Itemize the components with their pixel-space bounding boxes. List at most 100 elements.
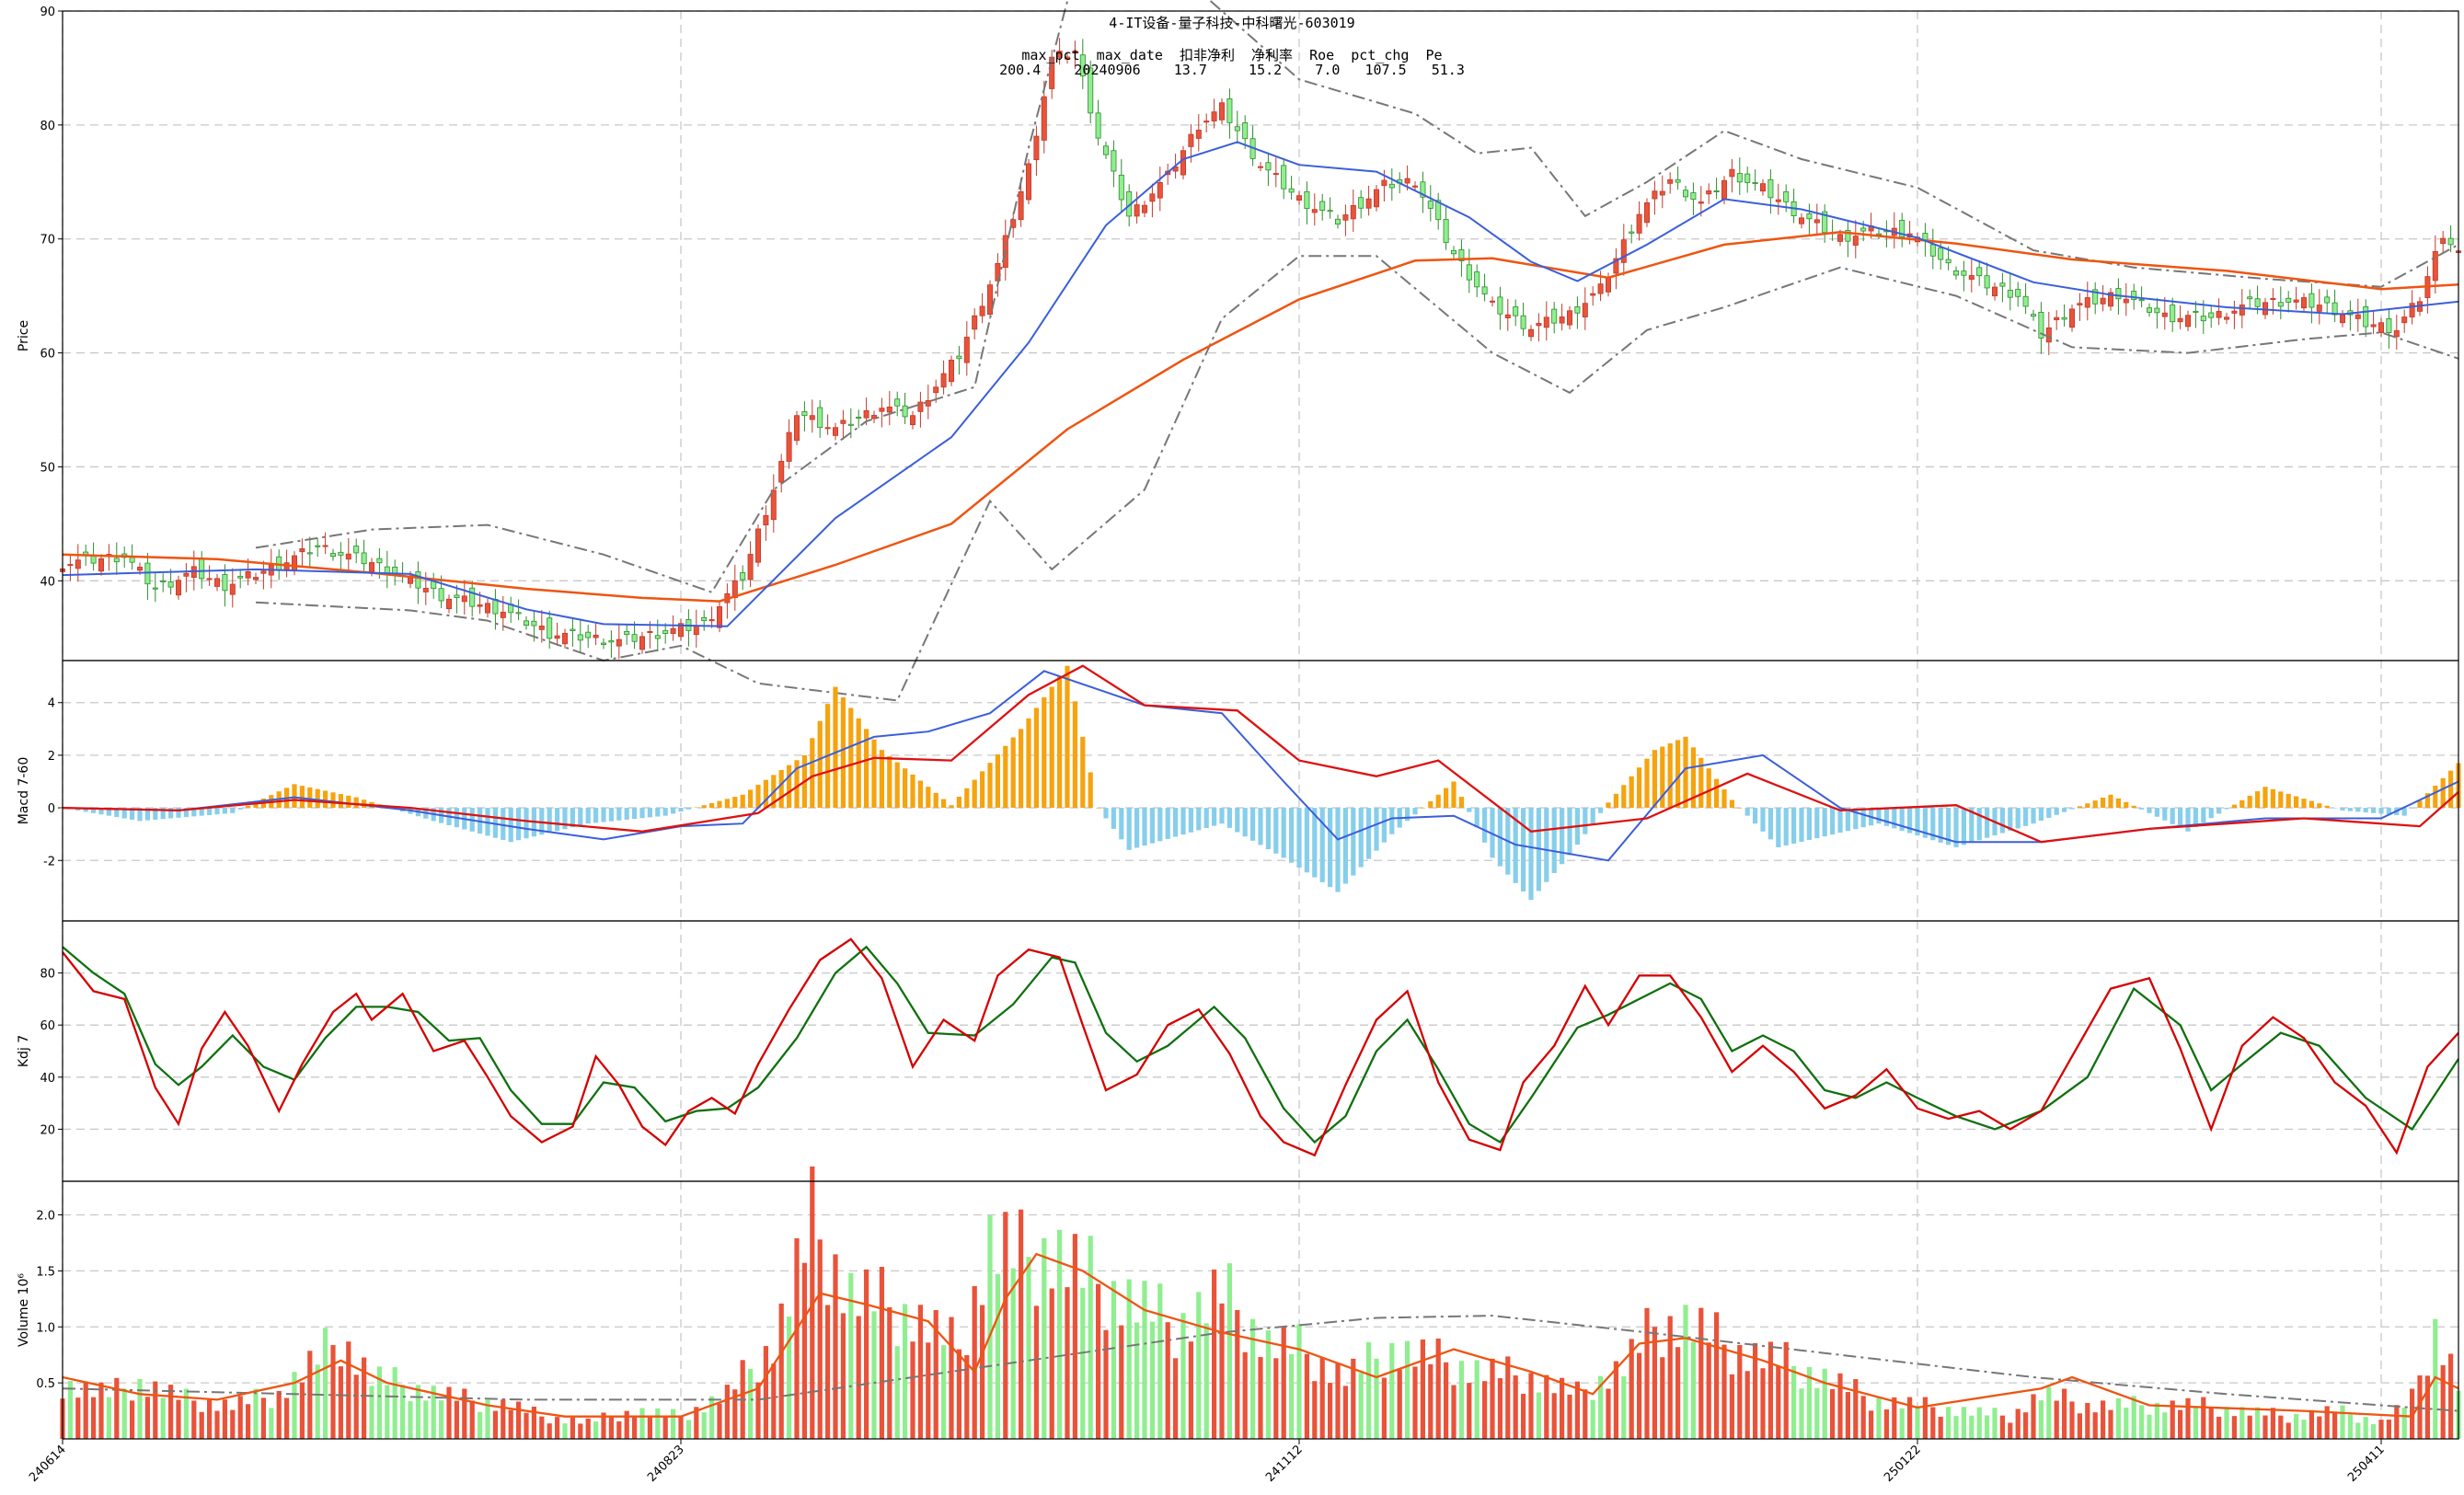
candle: [531, 620, 537, 627]
macd-histogram-bar: [1412, 808, 1418, 815]
macd-histogram-bar: [670, 808, 676, 814]
macd-histogram-bar: [1721, 789, 1727, 809]
candle: [2030, 314, 2037, 317]
candle: [477, 604, 483, 607]
candle: [1652, 190, 1658, 200]
volume-bar: [1953, 1416, 1959, 1439]
macd-histogram-bar: [2108, 794, 2113, 809]
candle: [175, 580, 182, 596]
volume-bar: [1583, 1389, 1588, 1439]
candle: [925, 399, 931, 407]
volume-bar: [926, 1342, 931, 1439]
volume-bar: [2347, 1414, 2354, 1439]
macd-histogram-bar: [176, 808, 181, 818]
macd-histogram-bar: [2147, 808, 2152, 813]
volume-bar: [1065, 1287, 1070, 1439]
volume-bar: [570, 1417, 576, 1439]
macd-histogram-bar: [2162, 808, 2168, 821]
y-axis-label: Volume 10⁶: [17, 1273, 31, 1347]
volume-bar: [129, 1400, 135, 1439]
candle: [1056, 51, 1063, 58]
candle: [1450, 249, 1457, 255]
macd-histogram-bar: [98, 808, 104, 815]
volume-bar: [353, 1374, 359, 1439]
candle: [2440, 237, 2447, 245]
macd-histogram-bar: [2046, 808, 2052, 818]
candle: [2332, 302, 2338, 316]
volume-bar: [153, 1381, 158, 1439]
macd-histogram-bar: [956, 797, 962, 809]
volume-bar: [1760, 1368, 1766, 1439]
candle: [1411, 185, 1419, 188]
candle: [1358, 197, 1364, 209]
macd-histogram-bar: [1683, 736, 1688, 809]
candle: [948, 360, 955, 383]
volume-bar: [794, 1237, 800, 1439]
candle: [1582, 303, 1588, 317]
volume-bar: [1551, 1393, 1557, 1439]
volume-bar: [2239, 1407, 2245, 1439]
candle: [1744, 173, 1751, 183]
volume-bar: [2054, 1400, 2059, 1439]
volume-bar: [67, 1381, 74, 1439]
macd-histogram-bar: [1915, 808, 1920, 836]
candle: [747, 554, 754, 581]
candle: [1458, 249, 1465, 261]
macd-histogram-bar: [1211, 808, 1217, 826]
macd-histogram-bar: [1249, 808, 1256, 841]
volume-bar: [1713, 1312, 1720, 1439]
candle: [152, 587, 158, 590]
macd-histogram-bar: [1003, 745, 1008, 809]
candle: [793, 415, 800, 442]
macd-histogram-bar: [1142, 808, 1147, 846]
candle: [415, 571, 421, 589]
candle: [1111, 150, 1117, 172]
macd-histogram-bar: [1172, 808, 1179, 837]
macd-histogram-bar: [1474, 808, 1480, 828]
candle: [624, 631, 630, 636]
macd-histogram-bar: [2324, 805, 2330, 809]
candle: [1334, 218, 1341, 225]
macd-histogram-bar: [508, 808, 513, 843]
volume-bar: [1853, 1379, 1859, 1439]
macd-histogram-bar: [1783, 808, 1789, 845]
y-tick-label: 50: [40, 461, 55, 475]
candle: [2254, 298, 2261, 307]
volume-bar: [1374, 1358, 1379, 1439]
macd-histogram-bar: [2216, 808, 2222, 814]
macd-histogram-bar: [833, 686, 838, 809]
y-tick-label: 0.5: [36, 1377, 55, 1391]
volume-bar: [678, 1416, 684, 1439]
macd-histogram-bar: [322, 790, 328, 809]
volume-bar: [492, 1410, 499, 1439]
volume-bar: [801, 1262, 808, 1439]
candle: [2208, 312, 2215, 318]
volume-bar: [1249, 1318, 1256, 1439]
volume-bar: [747, 1368, 754, 1439]
y-tick-label: 70: [40, 234, 55, 247]
macd-histogram-bar: [732, 797, 738, 809]
volume-bar: [477, 1411, 483, 1439]
macd-histogram-bar: [222, 808, 228, 814]
volume-bar: [1892, 1397, 1897, 1439]
panel-border: [62, 1180, 2459, 1440]
candle: [616, 638, 622, 647]
macd-histogram-bar: [1435, 794, 1441, 809]
macd-histogram-bar: [2447, 770, 2454, 809]
x-tick-label: 240823: [645, 1443, 687, 1485]
candle: [1033, 135, 1040, 161]
candle: [1203, 121, 1210, 123]
macd-histogram-bar: [2293, 796, 2299, 809]
macd-histogram-bar: [299, 786, 305, 809]
candle: [1574, 306, 1581, 314]
macd-histogram-bar: [501, 808, 506, 840]
macd-histogram-bar: [1938, 808, 1943, 843]
volume-bar: [1351, 1358, 1356, 1439]
volume-bar: [833, 1254, 838, 1439]
volume-bar: [2317, 1416, 2322, 1439]
candle: [2068, 308, 2076, 328]
candle: [1365, 198, 1372, 209]
candle: [515, 612, 522, 615]
candle: [1836, 234, 1844, 242]
volume-bar: [1273, 1358, 1279, 1439]
